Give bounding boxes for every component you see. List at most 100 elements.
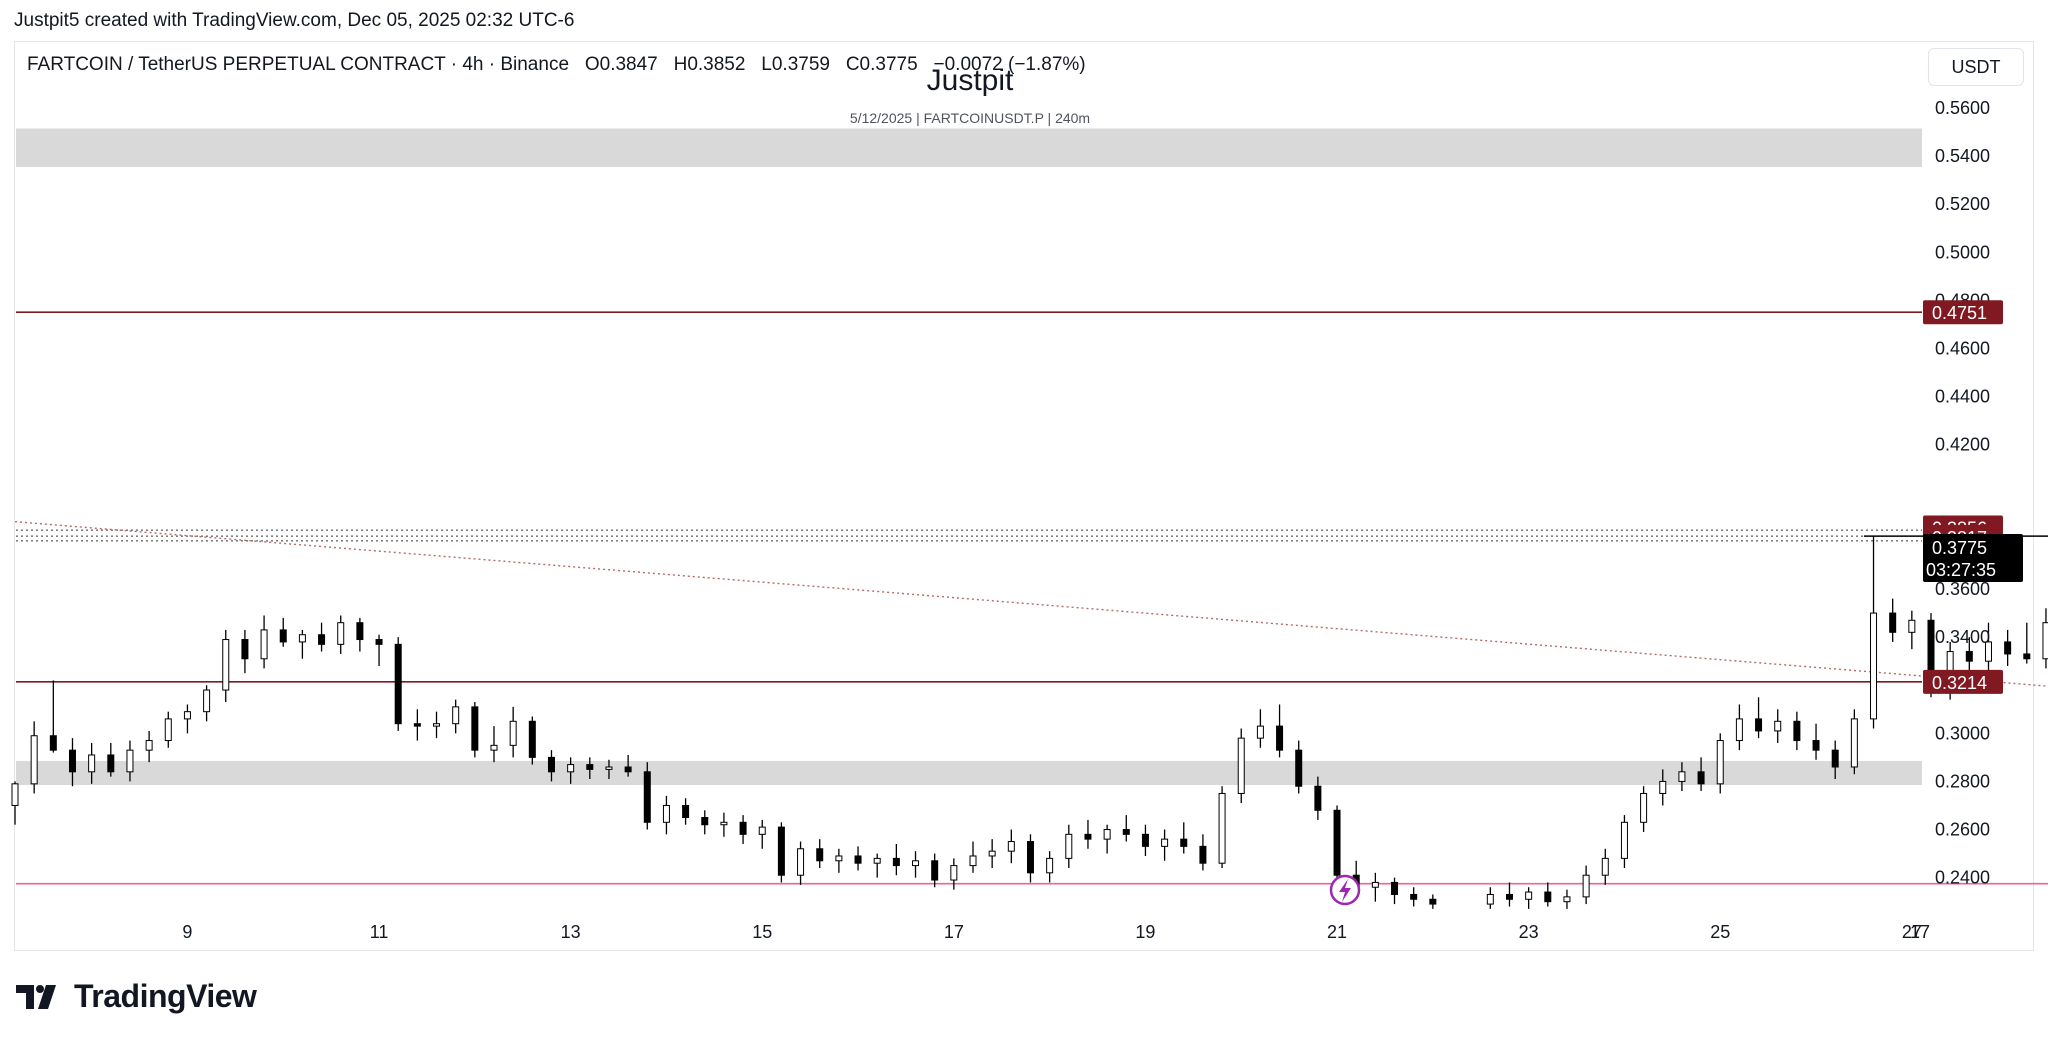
candle-body	[1256, 725, 1264, 739]
candle	[1237, 728, 1245, 804]
price-tick-label: 0.5400	[1935, 146, 1990, 166]
candle-body	[1659, 780, 1667, 794]
candle	[682, 798, 690, 825]
candle	[1218, 786, 1226, 869]
dotted-trendline	[14, 520, 2048, 687]
candle	[2023, 622, 2031, 664]
time-tick-label: 17	[944, 922, 964, 942]
candle-body	[490, 744, 498, 751]
candle-body	[1180, 838, 1188, 847]
flash-icon[interactable]	[1329, 874, 1361, 906]
candle	[222, 629, 230, 703]
candle-body	[1984, 641, 1992, 662]
candle-body	[68, 749, 76, 773]
price-tick-label: 0.2800	[1935, 771, 1990, 791]
symbol-name[interactable]: FARTCOIN / TetherUS PERPETUAL CONTRACT ·…	[27, 54, 570, 75]
candle-body	[1199, 845, 1207, 864]
candle	[1199, 834, 1207, 871]
candle	[1065, 824, 1073, 869]
candle-body	[356, 622, 364, 641]
candle	[107, 742, 115, 777]
watermark-title: Justpit	[926, 64, 1014, 97]
candle	[1084, 819, 1092, 849]
candle	[1410, 887, 1418, 907]
candle-body	[471, 706, 479, 751]
candle	[1735, 704, 1743, 751]
candle	[490, 726, 498, 763]
candle	[720, 812, 728, 837]
candle-body	[643, 771, 651, 823]
candle	[49, 680, 57, 753]
candle	[1525, 887, 1533, 909]
candle	[1774, 709, 1782, 743]
candle-body	[1755, 718, 1763, 732]
candle-body	[452, 706, 460, 725]
candle-body	[260, 629, 268, 660]
candle-body	[126, 749, 134, 773]
price-tick-label: 0.2600	[1935, 820, 1990, 840]
candle	[164, 711, 172, 748]
attribution-header: Justpit5 created with TradingView.com, D…	[14, 10, 575, 31]
candle	[931, 853, 939, 888]
candle	[528, 716, 536, 765]
candle-body	[1544, 891, 1552, 903]
candle-body	[1046, 857, 1054, 874]
candle	[1026, 834, 1034, 883]
candle	[183, 704, 191, 734]
candle	[2042, 608, 2048, 669]
candle	[1180, 822, 1188, 854]
candle-body	[1103, 829, 1111, 840]
axis-layer: 0.56000.54000.52000.50000.48000.46000.44…	[182, 98, 1990, 942]
candle-body	[394, 643, 402, 725]
candle	[1391, 877, 1399, 905]
currency-button[interactable]: USDT	[1928, 48, 2024, 86]
candles-layer	[11, 536, 2048, 909]
candle	[1007, 829, 1015, 864]
candle-body	[873, 857, 881, 864]
candle-body	[1831, 749, 1839, 768]
candle-body	[1774, 720, 1782, 732]
price-tag-bg	[1923, 669, 2003, 694]
ohlc-change: −0.0072 (−1.87%)	[933, 54, 1086, 75]
candle	[452, 699, 460, 734]
time-tick-label: 13	[561, 922, 581, 942]
price-tick-label: 0.5000	[1935, 242, 1990, 262]
candle	[433, 711, 441, 739]
tradingview-logo[interactable]: TradingView	[16, 978, 257, 1015]
candle	[969, 841, 977, 873]
candle	[605, 759, 613, 780]
candle-body	[1371, 881, 1379, 888]
zones-layer	[16, 128, 1922, 786]
candle	[1505, 882, 1513, 907]
candle	[30, 721, 38, 794]
candle	[1659, 769, 1667, 806]
candle-body	[337, 622, 345, 645]
candle-body	[988, 850, 996, 857]
candle-body	[1314, 785, 1322, 811]
candle	[701, 810, 709, 835]
price-tick-label: 0.3000	[1935, 723, 1990, 743]
candle-body	[1429, 898, 1437, 905]
candle	[298, 629, 306, 659]
candle	[816, 839, 824, 869]
time-tick-label: 9	[182, 922, 192, 942]
candle-body	[1007, 841, 1015, 852]
candle	[1812, 723, 1820, 760]
candle-body	[1295, 749, 1303, 787]
candle-body	[1601, 857, 1609, 876]
candle-body	[164, 718, 172, 742]
candle	[1544, 882, 1552, 907]
candle-body	[682, 804, 690, 818]
candle	[394, 637, 402, 731]
candle	[988, 839, 996, 869]
candle	[126, 740, 134, 782]
candle	[912, 851, 920, 878]
candle-body	[203, 689, 211, 713]
candle	[1601, 848, 1609, 885]
candle-body	[662, 804, 670, 823]
candle-body	[1870, 612, 1878, 720]
candle	[1429, 894, 1437, 909]
candle-body	[586, 764, 594, 770]
